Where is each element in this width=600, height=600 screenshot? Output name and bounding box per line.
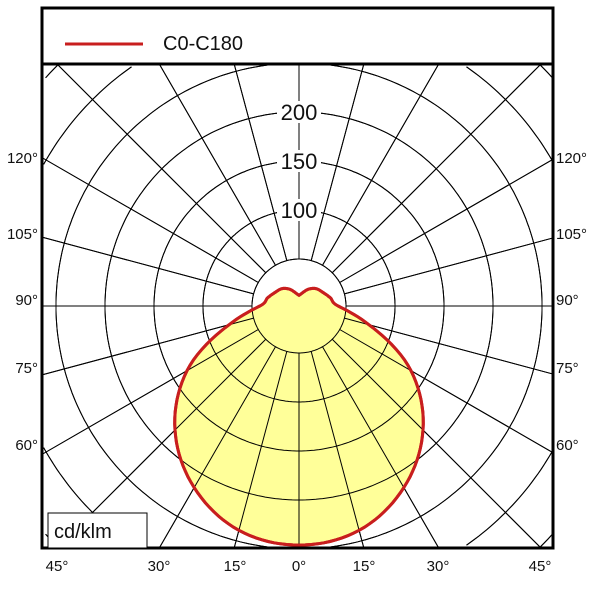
bottom-angle-label: 45° (529, 558, 552, 575)
left-angle-label: 120° (7, 150, 38, 167)
radial-tick-label: 200 (281, 100, 318, 125)
bottom-angle-label: 30° (148, 558, 171, 575)
radial-label-bg-150 (277, 150, 321, 172)
grid-spoke-45 (331, 338, 542, 549)
grid-spoke-30 (322, 346, 440, 549)
unit-box (47, 512, 148, 549)
grid-spoke-165 (310, 63, 365, 261)
grid-spoke-345 (233, 351, 288, 549)
grid-spoke-240 (41, 157, 259, 283)
right-angle-label: 60° (556, 437, 579, 454)
unit-label: cd/klm (54, 521, 112, 543)
left-angle-label: 90° (15, 292, 38, 309)
bottom-angle-label: 15° (353, 558, 376, 575)
grid-spoke-120 (339, 158, 554, 283)
grid-ring-300 (43, 66, 553, 546)
radial-label-bg-200 (277, 101, 321, 123)
grid-spoke-105 (344, 237, 554, 295)
left-angle-label: 60° (15, 437, 38, 454)
grid-spoke-255 (41, 236, 254, 295)
grid-spoke-195 (233, 63, 288, 261)
grid-spoke-285 (41, 317, 254, 376)
grid-spoke-150 (322, 63, 440, 266)
legend-label-c0-c180: C0-C180 (163, 33, 243, 55)
grid-spoke-330 (158, 346, 276, 549)
grid-spoke-60 (339, 329, 554, 454)
bottom-angle-label: 0° (292, 558, 306, 575)
right-angle-label: 75° (556, 360, 579, 377)
left-angle-label: 75° (15, 360, 38, 377)
right-angle-label: 105° (556, 226, 587, 243)
series-line-c0-c180 (173, 286, 425, 547)
bottom-angle-label: 15° (224, 558, 247, 575)
grid-spoke-300 (41, 329, 259, 455)
left-angle-label: 105° (7, 226, 38, 243)
radial-tick-label: 150 (281, 149, 318, 174)
grid-spoke-135 (331, 63, 542, 274)
radial-tick-labels: 100 150 200 (277, 100, 321, 223)
bottom-angle-label: 45° (46, 558, 69, 575)
right-angle-label: 90° (556, 292, 579, 309)
legend-box (40, 6, 555, 66)
plot-frame (40, 62, 555, 550)
grid-spoke-225 (56, 63, 267, 274)
grid-spoke-15 (310, 351, 365, 549)
bottom-angle-label: 30° (427, 558, 450, 575)
grid-spoke-75 (344, 317, 554, 375)
grid-spoke-210 (158, 63, 276, 266)
angle-labels: 120° 105° 90° 75° 60° 120° 105° 90° 75° 60° 45° 30°… (7, 150, 587, 575)
right-angle-label: 120° (556, 150, 587, 167)
radial-tick-label: 100 (281, 198, 318, 223)
grid-ring-350 (45, 64, 553, 548)
radial-label-bg-100 (277, 199, 321, 221)
